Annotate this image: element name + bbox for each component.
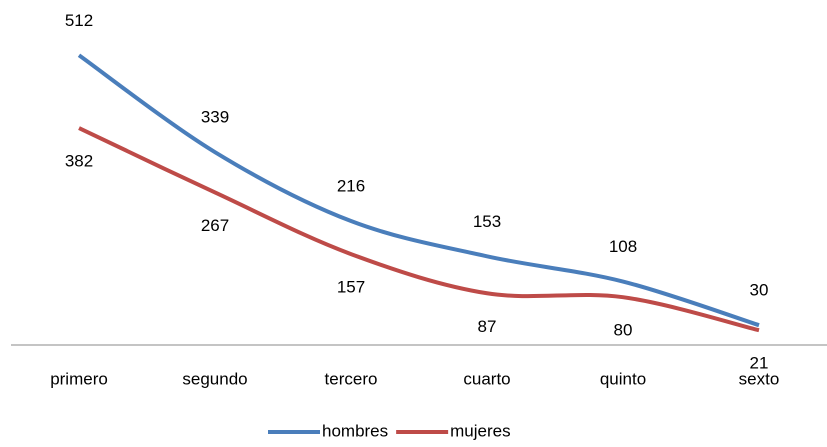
x-tick-label: tercero [325, 369, 378, 388]
data-label: 512 [65, 11, 93, 30]
data-label: 153 [473, 212, 501, 231]
x-tick-label: cuarto [463, 369, 510, 388]
data-label: 339 [201, 108, 229, 127]
series-line [77, 53, 760, 328]
x-tick-label: quinto [600, 369, 646, 388]
x-tick-label: sexto [739, 369, 780, 388]
data-label: 108 [609, 237, 637, 256]
legend-label: mujeres [450, 421, 510, 440]
series-line [78, 126, 760, 333]
data-label: 216 [337, 177, 365, 196]
data-label: 382 [65, 152, 93, 171]
legend-label: hombres [322, 421, 388, 440]
data-label: 80 [614, 321, 633, 340]
x-tick-label: primero [50, 369, 108, 388]
data-label: 21 [750, 354, 769, 373]
x-tick-label: segundo [182, 369, 247, 388]
data-label: 30 [750, 281, 769, 300]
data-label: 87 [478, 317, 497, 336]
data-label: 157 [337, 278, 365, 297]
data-label: 267 [201, 216, 229, 235]
